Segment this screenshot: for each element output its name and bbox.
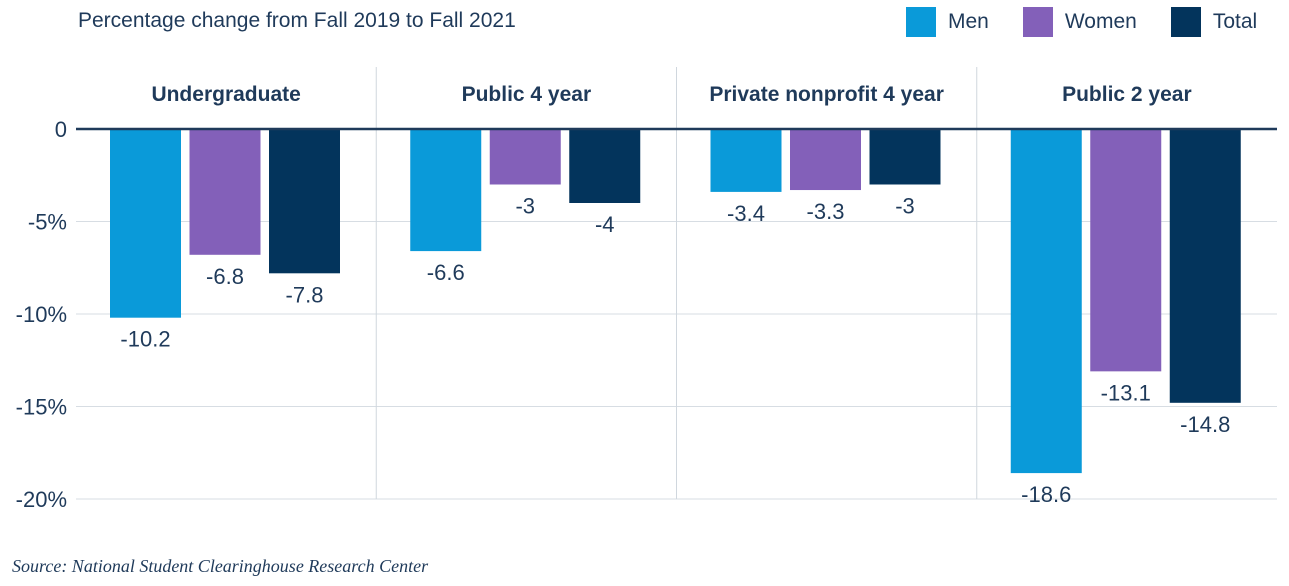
value-label: -10.2 bbox=[120, 327, 170, 352]
bar bbox=[1090, 129, 1162, 372]
value-label: -14.8 bbox=[1180, 412, 1230, 437]
panel-label: Private nonprofit 4 year bbox=[709, 83, 944, 106]
value-label: -18.6 bbox=[1021, 482, 1071, 507]
source-note: Source: National Student Clearinghouse R… bbox=[12, 556, 429, 576]
panel-label: Public 2 year bbox=[1062, 83, 1192, 106]
legend-label-total: Total bbox=[1212, 10, 1258, 33]
bar bbox=[569, 129, 641, 203]
legend-swatch-women bbox=[1022, 7, 1053, 37]
chart-title: Percentage change from Fall 2019 to Fall… bbox=[78, 9, 516, 32]
bar bbox=[869, 129, 941, 185]
value-label: -7.8 bbox=[286, 282, 324, 307]
bar bbox=[489, 129, 561, 185]
value-label: -6.8 bbox=[206, 264, 244, 289]
value-label: -3.4 bbox=[727, 201, 765, 226]
panel-label: Undergraduate bbox=[151, 83, 300, 106]
legend-label-men: Men bbox=[948, 10, 989, 33]
legend-item-total: Total bbox=[1170, 7, 1258, 37]
value-label: -6.6 bbox=[427, 260, 465, 285]
legend-item-men: Men bbox=[906, 7, 989, 37]
legend-item-women: Women bbox=[1022, 7, 1137, 37]
y-tick-label: -10% bbox=[16, 302, 67, 327]
value-label: -3 bbox=[895, 194, 915, 219]
bar bbox=[410, 129, 482, 252]
legend-swatch-men bbox=[906, 7, 936, 37]
y-tick-label: -5% bbox=[28, 210, 67, 235]
legend-swatch-total bbox=[1170, 7, 1201, 37]
value-label: -3 bbox=[515, 194, 535, 219]
bar bbox=[1169, 129, 1241, 403]
value-label: -4 bbox=[595, 212, 615, 237]
bar bbox=[790, 129, 861, 191]
legend-label-women: Women bbox=[1064, 10, 1137, 33]
panel-label: Public 4 year bbox=[462, 83, 592, 106]
value-label: -3.3 bbox=[807, 199, 845, 224]
bar bbox=[1010, 129, 1082, 474]
bar bbox=[110, 129, 181, 318]
y-tick-label: -20% bbox=[16, 487, 67, 512]
value-label: -13.1 bbox=[1101, 380, 1151, 405]
y-tick-label: 0 bbox=[55, 117, 67, 142]
bar bbox=[269, 129, 340, 274]
chart-legend: Men Women Total bbox=[906, 7, 1257, 37]
bar bbox=[710, 129, 782, 192]
bar bbox=[189, 129, 261, 255]
y-tick-label: -15% bbox=[16, 395, 67, 420]
